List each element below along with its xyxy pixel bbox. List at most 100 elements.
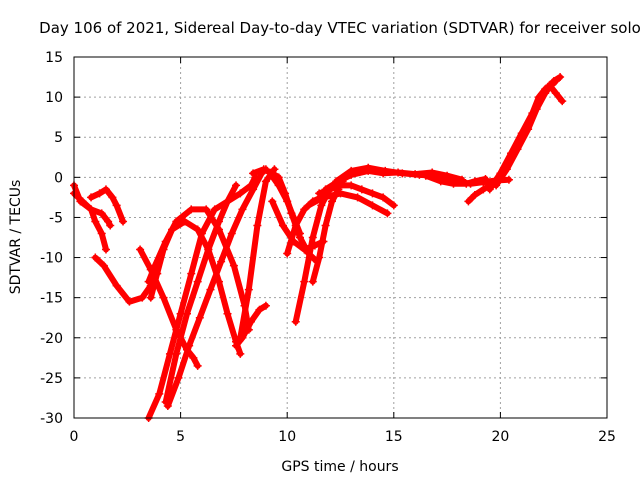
data-point-marker [283, 197, 292, 206]
data-point-marker [308, 277, 317, 286]
data-point-marker [206, 285, 215, 294]
data-point-marker [112, 281, 121, 290]
data-point-marker [261, 177, 270, 186]
data-point-marker [436, 177, 445, 186]
data-point-marker [119, 217, 128, 226]
data-point-marker [415, 170, 424, 179]
data-point-marker [249, 185, 258, 194]
data-point-marker [300, 245, 309, 254]
data-point-marker [532, 105, 541, 114]
x-tick-label: 25 [598, 429, 616, 445]
data-point-marker [545, 81, 554, 90]
x-tick-label: 20 [491, 429, 509, 445]
data-point-marker [541, 89, 550, 98]
data-point-marker [524, 125, 533, 134]
data-point-marker [204, 245, 213, 254]
y-tick-label: -5 [49, 210, 63, 226]
x-tick-label: 10 [278, 429, 296, 445]
data-point-marker [364, 163, 373, 172]
data-point-marker [291, 317, 300, 326]
data-point-marker [368, 201, 377, 210]
data-point-marker [125, 297, 134, 306]
data-point-marker [155, 389, 164, 398]
data-point-marker [163, 401, 172, 410]
data-point-marker [289, 213, 298, 222]
data-point-marker [229, 261, 238, 270]
data-point-marker [161, 237, 170, 246]
y-axis-label: SDTVAR / TECUs [8, 180, 24, 295]
series-trace-10 [163, 165, 270, 410]
data-point-marker [558, 97, 567, 106]
data-point-marker [347, 181, 356, 190]
series-trace-3 [70, 189, 110, 254]
data-point-marker [246, 317, 255, 326]
data-point-marker [99, 261, 108, 270]
data-point-marker [317, 201, 326, 210]
data-point-marker [223, 309, 232, 318]
data-point-marker [357, 185, 366, 194]
series-line [145, 206, 252, 333]
data-point-marker [504, 175, 513, 184]
data-point-marker [223, 197, 232, 206]
data-point-marker [261, 301, 270, 310]
data-point-marker [187, 205, 196, 214]
data-point-marker [189, 353, 198, 362]
data-point-marker [97, 209, 106, 218]
y-tick-label: -10 [40, 251, 63, 267]
data-point-marker [327, 197, 336, 206]
data-point-marker [238, 205, 247, 214]
data-point-marker [108, 193, 117, 202]
data-point-marker [78, 197, 87, 206]
data-point-marker [464, 197, 473, 206]
data-point-marker [513, 145, 522, 154]
data-point-marker [556, 73, 565, 82]
data-point-marker [112, 201, 121, 210]
data-point-marker [172, 349, 181, 358]
x-tick-label: 0 [70, 429, 79, 445]
data-point-marker [353, 193, 362, 202]
data-point-marker [268, 197, 277, 206]
y-tick-label: -25 [40, 371, 63, 387]
data-point-marker [151, 261, 160, 270]
data-point-marker [255, 305, 264, 314]
y-tick-label: 5 [54, 130, 63, 146]
data-point-marker [101, 245, 110, 254]
data-point-marker [172, 217, 181, 226]
data-point-marker [274, 181, 283, 190]
data-point-marker [368, 189, 377, 198]
data-point-marker [236, 349, 245, 358]
chart-title: Day 106 of 2021, Sidereal Day-to-day VTE… [39, 19, 640, 37]
data-point-marker [185, 341, 194, 350]
data-point-marker [466, 179, 475, 188]
data-point-marker [304, 201, 313, 210]
data-point-marker [336, 189, 345, 198]
data-point-marker [253, 221, 262, 230]
axis-ticks: 0 5 10 15 20 25 -30 -25 -20 -15 -10 -5 0 5 10 15 [40, 50, 616, 445]
series-line [305, 190, 391, 217]
x-tick-label: 5 [176, 429, 185, 445]
data-point-marker [193, 277, 202, 286]
y-tick-label: 10 [45, 90, 63, 106]
series-trace-11 [232, 301, 270, 350]
data-point-marker [266, 169, 275, 178]
y-tick-label: 0 [54, 170, 63, 186]
data-point-marker [210, 205, 219, 214]
data-point-marker [195, 313, 204, 322]
data-point-marker [321, 185, 330, 194]
data-point-marker [291, 221, 300, 230]
series-line [162, 182, 239, 405]
data-point-marker [492, 181, 501, 190]
data-point-marker [315, 189, 324, 198]
data-point-marker [321, 221, 330, 230]
data-point-marker [347, 166, 356, 175]
data-point-marker [244, 285, 253, 294]
data-point-marker [91, 253, 100, 262]
data-point-marker [101, 185, 110, 194]
data-point-marker [502, 165, 511, 174]
data-point-marker [236, 333, 245, 342]
data-point-marker [308, 233, 317, 242]
data-point-marker [136, 245, 145, 254]
data-point-marker [217, 257, 226, 266]
data-point-marker [187, 269, 196, 278]
